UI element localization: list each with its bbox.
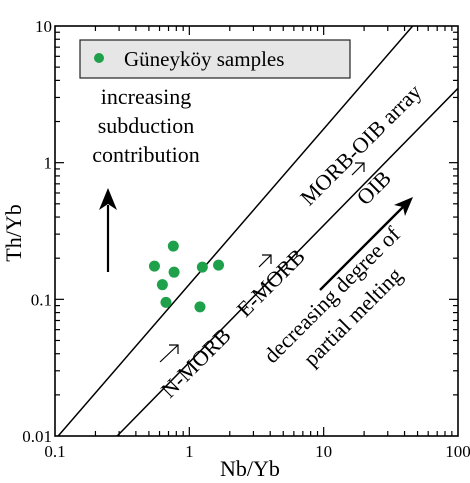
annotation-increasing-line2: subduction [98, 113, 195, 138]
data-point [194, 301, 206, 313]
data-point [213, 259, 225, 271]
small-arrow-e-morb [258, 254, 272, 268]
small-arrow-n-morb [159, 344, 179, 363]
array-lines [57, 26, 458, 436]
legend-label: Güneyköy samples [124, 47, 284, 71]
annotation-increasing-line3: contribution [92, 142, 200, 167]
y-tick-label: 0.01 [22, 427, 52, 446]
x-axis-title: Nb/Yb [220, 456, 280, 481]
small-arrow-oib [351, 162, 365, 176]
data-point [156, 279, 168, 291]
data-point [167, 240, 179, 252]
array-lower-line [116, 87, 458, 436]
data-point [160, 296, 172, 308]
data-point [148, 260, 160, 272]
y-axis-title: Th/Yb [1, 204, 26, 261]
annotation-oib: OIB [351, 165, 395, 209]
y-tick-label: 1 [44, 154, 53, 173]
decreasing-arrow [319, 197, 413, 291]
y-tick-label: 10 [35, 17, 52, 36]
legend-box [79, 39, 351, 79]
data-point [196, 261, 208, 273]
x-tick-label: 100 [445, 442, 470, 461]
increasing-arrow [99, 188, 117, 272]
legend-marker [94, 53, 104, 63]
x-tick-labels: 0.1 1 10 100 [44, 442, 470, 461]
ticks [55, 26, 458, 436]
plot-frame [54, 25, 459, 437]
annotation-n-morb: N-MORB [156, 323, 236, 403]
x-tick-label: 1 [185, 442, 194, 461]
y-tick-labels: 0.01 0.1 1 10 [22, 17, 52, 446]
x-tick-label: 10 [315, 442, 332, 461]
array-upper-line [57, 26, 414, 436]
data-point [168, 266, 180, 278]
x-tick-label: 0.1 [44, 442, 65, 461]
y-tick-label: 0.1 [31, 290, 52, 309]
annotation-increasing-line1: increasing [101, 84, 191, 109]
data-points [148, 240, 225, 313]
legend: Güneyköy samples [79, 39, 351, 79]
